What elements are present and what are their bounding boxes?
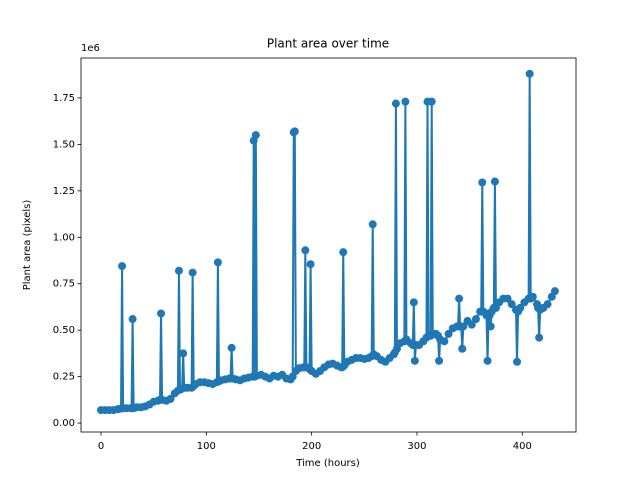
data-point — [179, 349, 188, 358]
x-tick-label: 0 — [98, 441, 104, 452]
data-point — [401, 97, 410, 106]
data-point — [174, 266, 183, 275]
data-point — [306, 260, 315, 269]
data-point — [391, 99, 400, 108]
y-tick-label: 1.50 — [53, 139, 75, 150]
data-point — [458, 344, 467, 353]
data-point — [339, 248, 348, 257]
data-point — [427, 97, 436, 106]
data-point — [471, 315, 480, 324]
data-point — [166, 394, 175, 403]
y-tick-label: 1.25 — [53, 186, 75, 197]
data-point — [467, 320, 476, 329]
data-point — [213, 258, 222, 267]
y-offset-label: 1e6 — [81, 43, 100, 54]
data-point — [409, 298, 418, 307]
data-point — [118, 262, 127, 271]
x-tick-label: 200 — [302, 441, 321, 452]
y-axis-label: Plant area (pixels) — [22, 200, 33, 291]
data-point — [550, 287, 559, 296]
data-point — [543, 300, 552, 309]
data-point — [410, 356, 419, 365]
data-point — [483, 356, 492, 365]
y-tick-label: 0.75 — [53, 279, 75, 290]
data-point — [507, 300, 516, 309]
data-point — [528, 292, 537, 301]
data-point — [459, 322, 468, 331]
data-point — [227, 343, 236, 352]
data-point — [535, 333, 544, 342]
data-point — [128, 315, 137, 324]
data-point — [444, 329, 453, 338]
y-tick-label: 0.25 — [53, 372, 75, 383]
plot-frame — [80, 57, 577, 433]
y-tick-label: 1.75 — [53, 93, 75, 104]
data-point — [435, 356, 444, 365]
y-tick-label: 0.00 — [53, 418, 75, 429]
data-point — [455, 294, 464, 303]
data-point — [157, 309, 166, 318]
data-point — [251, 131, 260, 140]
x-tick-label: 300 — [407, 441, 426, 452]
data-point — [490, 177, 499, 186]
chart-title: Plant area over time — [267, 37, 389, 51]
x-tick-label: 400 — [513, 441, 532, 452]
x-axis-label: Time (hours) — [295, 458, 360, 469]
data-point — [440, 337, 449, 346]
data-point — [503, 294, 512, 303]
data-point — [368, 220, 377, 229]
data-point — [486, 322, 495, 331]
data-point — [513, 357, 522, 366]
x-tick-label: 100 — [197, 441, 216, 452]
y-tick-label: 0.50 — [53, 325, 75, 336]
data-point — [525, 69, 534, 78]
data-point — [290, 127, 299, 136]
y-tick-label: 1.00 — [53, 232, 75, 243]
data-point — [188, 268, 197, 277]
data-point — [516, 303, 525, 312]
data-point — [478, 178, 487, 187]
data-point — [301, 246, 310, 255]
